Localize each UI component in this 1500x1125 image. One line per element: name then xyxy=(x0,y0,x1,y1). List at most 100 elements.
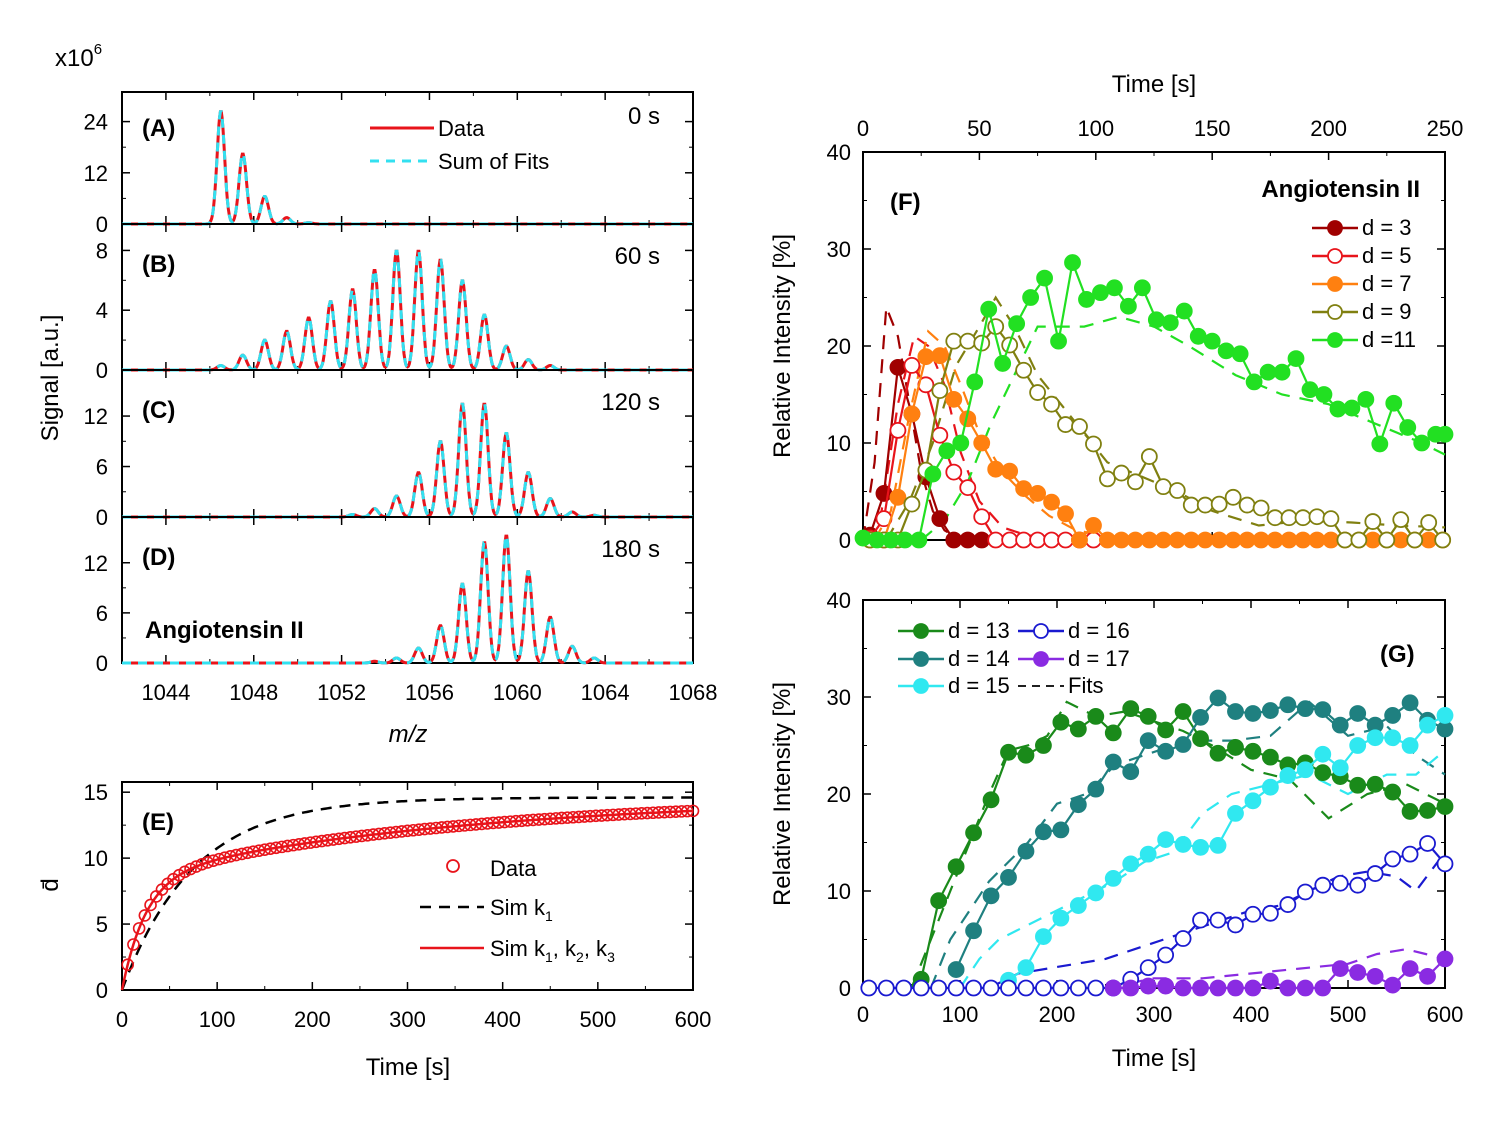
data-point xyxy=(1287,350,1305,368)
data-point xyxy=(903,405,921,423)
data-point xyxy=(1401,845,1419,863)
data-point xyxy=(1227,979,1244,997)
data-point xyxy=(895,979,913,997)
x-tick-label: 400 xyxy=(484,1007,521,1032)
data-point xyxy=(1227,805,1244,822)
data-point xyxy=(1419,835,1436,852)
data-point xyxy=(1015,361,1033,379)
series-d9 xyxy=(861,318,1452,549)
data-point xyxy=(973,434,991,452)
legend-data-label: Data xyxy=(438,116,485,141)
data-point xyxy=(1043,395,1060,413)
data-point xyxy=(1147,311,1165,329)
data-curve xyxy=(122,402,693,519)
data-point xyxy=(1087,979,1105,997)
data-point xyxy=(1210,531,1228,549)
y-tick-label: 10 xyxy=(827,431,851,456)
data-point xyxy=(1406,531,1424,549)
data-point xyxy=(1015,480,1033,497)
data-point xyxy=(235,847,249,861)
legend-label: d = 9 xyxy=(1362,299,1412,324)
spectra-legend: Data Sum of Fits xyxy=(370,116,549,174)
annotation-angiotensin: Angiotensin II xyxy=(145,617,304,644)
data-point xyxy=(1436,855,1454,873)
y-multiplier-label: x106 xyxy=(55,41,102,72)
data-point xyxy=(1139,959,1157,977)
data-point xyxy=(1366,865,1384,882)
data-point xyxy=(1192,838,1209,856)
panel-e-xlabel: Time [s] xyxy=(366,1054,450,1081)
data-point xyxy=(1029,485,1046,502)
data-point xyxy=(1349,876,1367,894)
data-point xyxy=(1252,499,1270,517)
data-point xyxy=(1139,732,1157,750)
data-point xyxy=(1357,390,1375,408)
data-point xyxy=(987,318,1005,336)
data-point xyxy=(195,858,209,871)
data-point xyxy=(959,531,977,549)
legend-marker xyxy=(1327,332,1343,348)
data-point xyxy=(1266,531,1284,549)
fit-curve xyxy=(122,534,693,665)
data-point xyxy=(1035,823,1052,841)
y-tick-label: 0 xyxy=(96,978,108,1003)
data-point xyxy=(1244,705,1262,722)
legend-marker xyxy=(1033,651,1049,667)
data-point xyxy=(1273,363,1291,381)
data-point xyxy=(924,465,942,483)
data-point xyxy=(1104,979,1122,997)
y-tick-label: 6 xyxy=(96,455,108,480)
data-point xyxy=(1122,979,1140,997)
y-tick-label: 0 xyxy=(839,528,851,553)
data-point xyxy=(1399,419,1417,436)
spectra-xlabel: m/z xyxy=(389,721,428,748)
data-point xyxy=(1052,821,1070,839)
data-point xyxy=(1244,742,1262,760)
data-point xyxy=(877,979,895,997)
data-point xyxy=(1175,302,1193,320)
data-point xyxy=(889,421,907,439)
data-point xyxy=(1231,345,1249,363)
annotation-angiotensin: Angiotensin II xyxy=(1261,176,1420,203)
data-point xyxy=(1087,884,1105,902)
data-point xyxy=(1308,531,1326,549)
data-point xyxy=(1436,425,1454,443)
data-point xyxy=(1294,509,1312,527)
data-point xyxy=(1217,342,1235,360)
data-point xyxy=(1349,737,1367,754)
data-point xyxy=(1182,531,1200,549)
data-point xyxy=(889,488,907,506)
legend-marker xyxy=(1033,623,1049,639)
spectrum-panel-b: 0 4 8 (B) 60 s xyxy=(96,223,694,383)
data-point xyxy=(1349,964,1367,981)
y-tick-label: 30 xyxy=(827,685,851,710)
data-point xyxy=(1238,496,1256,514)
data-point xyxy=(1035,737,1052,754)
panel-f-xlabel: Time [s] xyxy=(1112,71,1196,98)
y-tick-label: 5 xyxy=(96,912,108,937)
data-point xyxy=(1296,979,1314,997)
panel-label: (G) xyxy=(1380,641,1415,668)
data-point xyxy=(1182,496,1200,514)
data-point xyxy=(1168,531,1186,549)
legend-simk123-label: Sim k1, k2, k3 xyxy=(490,936,615,965)
data-point xyxy=(207,854,220,868)
data-point xyxy=(1349,705,1367,722)
data-point xyxy=(1000,869,1017,886)
data-point xyxy=(1436,798,1454,816)
data-point xyxy=(1436,707,1454,724)
y-tick-label: 20 xyxy=(827,334,851,359)
data-point xyxy=(1209,979,1227,997)
x-tick-label: 0 xyxy=(857,1002,869,1027)
data-point xyxy=(1364,531,1382,549)
time-label: 60 s xyxy=(615,243,660,270)
data-point xyxy=(1366,775,1384,793)
data-point xyxy=(1192,730,1209,748)
data-point xyxy=(1350,531,1368,549)
x-tick-label: 1068 xyxy=(669,680,718,705)
data-point xyxy=(1420,531,1438,549)
data-point xyxy=(1392,531,1410,549)
data-point xyxy=(1157,721,1175,739)
time-label: 120 s xyxy=(601,389,660,416)
